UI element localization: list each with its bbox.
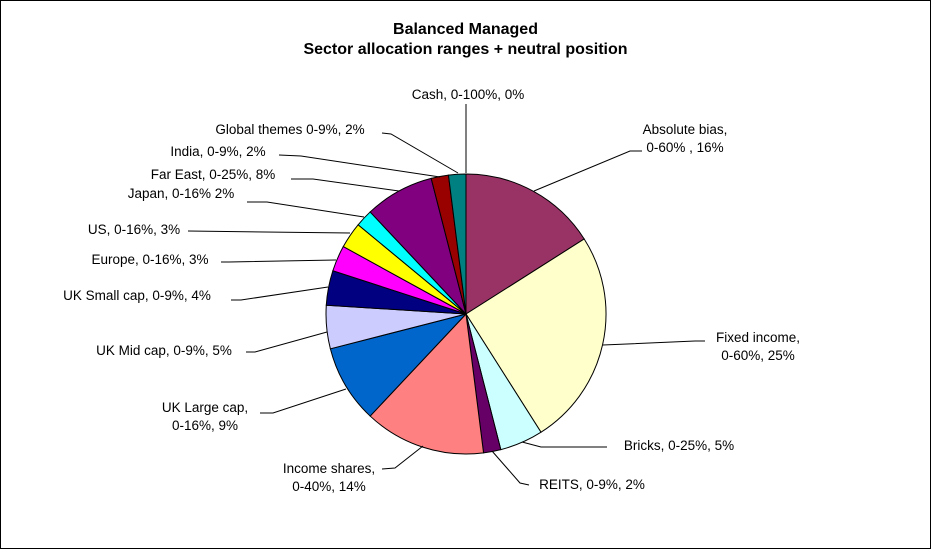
leader-line-uk-large-cap bbox=[260, 388, 347, 414]
leader-line-fixed-income bbox=[602, 340, 705, 346]
leader-line-uk-small-cap bbox=[231, 286, 329, 301]
leader-line-uk-mid-cap bbox=[246, 331, 328, 353]
chart-title-line1: Balanced Managed bbox=[393, 21, 538, 38]
leader-line-reits bbox=[491, 450, 530, 486]
chart-title-line2: Sector allocation ranges + neutral posit… bbox=[303, 41, 628, 58]
chart-title: Balanced Managed Sector allocation range… bbox=[1, 20, 930, 60]
leader-line-india bbox=[278, 154, 441, 178]
pie-slice-income-shares bbox=[369, 312, 485, 455]
leader-line-us bbox=[187, 230, 351, 234]
leader-line-global-themes bbox=[381, 132, 459, 174]
leader-line-far-east bbox=[291, 178, 400, 192]
leader-line-absolute-bias bbox=[533, 150, 642, 192]
pie-slice-absolute-bias bbox=[465, 173, 585, 315]
leader-line-bricks bbox=[521, 441, 607, 448]
pie-slice-uk-large-cap bbox=[329, 313, 468, 417]
pie-slice-fixed-income bbox=[465, 238, 607, 433]
leader-line-europe bbox=[221, 259, 337, 263]
leader-line-income-shares bbox=[381, 445, 424, 470]
leader-line-japan bbox=[247, 201, 365, 218]
pie-slice-global-themes bbox=[447, 173, 467, 315]
